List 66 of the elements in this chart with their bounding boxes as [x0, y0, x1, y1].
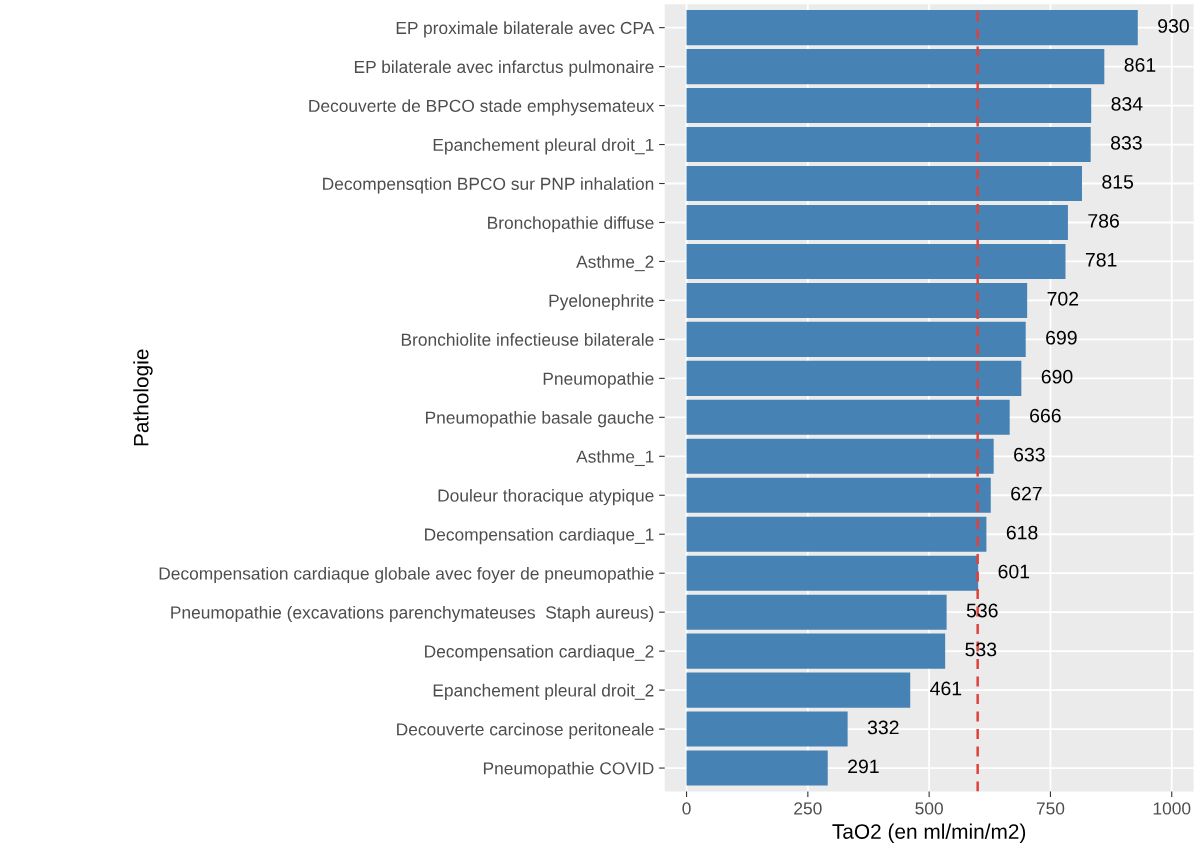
y-tick-label: Douleur thoracique atypique	[438, 488, 654, 506]
bar	[686, 88, 1092, 124]
data-label: 291	[848, 759, 879, 774]
y-tick-label: Decompensation cardiaque_1	[425, 527, 654, 545]
bar	[686, 321, 1026, 357]
data-label: 627	[1011, 486, 1042, 501]
y-tick-label: Epanchement pleural droit_1	[433, 138, 654, 155]
data-label: 815	[1102, 174, 1134, 189]
data-label: 666	[1030, 408, 1061, 423]
bar	[686, 10, 1138, 46]
bar	[686, 399, 1010, 435]
bar	[686, 633, 946, 669]
y-tick-label: Decompensation cardiaque_2	[425, 644, 654, 662]
y-tick-label: Asthme_2	[576, 255, 654, 272]
bar	[686, 594, 947, 630]
y-tick-label: Pneumopathie (excavations parenchymateuses Staph aureus)	[171, 605, 654, 623]
data-label: 930	[1158, 19, 1189, 33]
bar	[686, 711, 848, 747]
data-label: 699	[1046, 330, 1077, 345]
data-label: 533	[965, 642, 997, 657]
bar	[686, 165, 1082, 202]
data-label: 618	[1006, 525, 1038, 540]
y-tick-label: Decouverte de BPCO stade emphysemateux	[309, 99, 655, 116]
data-label: 834	[1111, 97, 1143, 111]
x-tick-label: 750	[1036, 802, 1065, 815]
bar	[686, 555, 979, 591]
y-tick-label: EP bilaterale avec infarctus pulmonaire	[354, 60, 654, 77]
bar	[686, 672, 911, 708]
bar	[686, 360, 1022, 396]
y-tick-label: Epanchement pleural droit_2	[433, 683, 654, 700]
data-label: 861	[1124, 58, 1156, 72]
x-tick-label: 250	[794, 802, 822, 815]
y-tick-label: Decouverte carcinose peritoneale	[397, 722, 654, 739]
bar	[686, 750, 828, 786]
data-label: 833	[1111, 135, 1142, 150]
bar	[686, 516, 987, 552]
y-tick-label: Pneumopathie	[543, 372, 654, 389]
y-tick-label: Decompensation cardiaque globale avec foyer de pneumopathie	[159, 566, 654, 584]
bar	[686, 49, 1105, 85]
data-label: 786	[1088, 213, 1119, 228]
bar	[686, 204, 1068, 241]
y-tick-label: Pneumopathie COVID	[483, 761, 654, 778]
bar	[686, 477, 991, 513]
data-label: 781	[1085, 252, 1117, 267]
x-tick-label: 0	[682, 802, 691, 815]
data-label: 633	[1014, 447, 1045, 462]
y-tick-label: Pyelonephrite	[549, 294, 654, 311]
data-label: 332	[867, 720, 899, 735]
bar	[686, 282, 1028, 318]
x-axis-title: TaO2 (en ml/min/m2)	[832, 823, 1026, 843]
data-label: 690	[1041, 369, 1073, 384]
bar	[686, 243, 1066, 279]
data-label: 702	[1047, 291, 1079, 306]
x-tick-label: 1000	[1153, 802, 1191, 815]
y-tick-label: EP proximale bilaterale avec CPA	[396, 21, 655, 38]
bar	[686, 127, 1091, 163]
data-label: 601	[998, 564, 1030, 579]
y-tick-label: Asthme_1	[576, 450, 654, 467]
y-tick-label: Bronchopathie diffuse	[488, 216, 654, 233]
y-tick-label: Pneumopathie basale gauche	[426, 411, 654, 428]
data-label: 461	[930, 681, 962, 696]
y-tick-label: Bronchiolite infectieuse bilaterale	[401, 333, 654, 346]
y-axis-title: Pathologie	[133, 349, 153, 446]
y-tick-label: Decompensqtion BPCO sur PNP inhalation	[323, 177, 654, 194]
x-tick-label: 500	[915, 802, 943, 815]
bar	[686, 438, 994, 474]
